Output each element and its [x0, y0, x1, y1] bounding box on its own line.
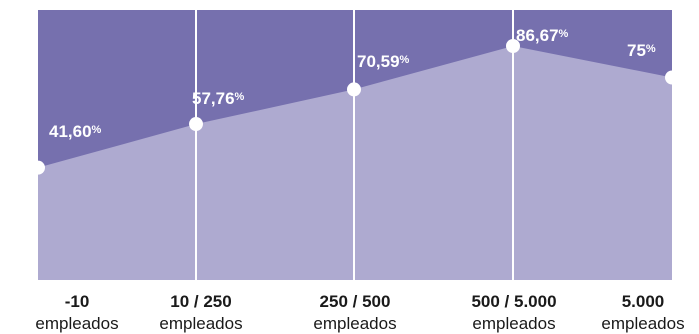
data-point-1 — [31, 160, 45, 175]
data-points — [31, 38, 679, 175]
x-axis-labels: -10 empleados 10 / 250 empleados 250 / 500 em… — [35, 292, 684, 333]
x-tick-sublabel-2: empleados — [159, 314, 242, 333]
x-tick-sublabel-4: empleados — [472, 314, 555, 333]
data-label-3: 70,59% — [357, 52, 410, 71]
data-point-3 — [347, 82, 361, 97]
data-label-5: 75% — [627, 41, 656, 60]
x-tick-label-3: 250 / 500 — [320, 292, 391, 311]
data-point-4 — [506, 38, 520, 53]
x-tick-label-2: 10 / 250 — [170, 292, 231, 311]
x-tick-label-5: 5.000 — [622, 292, 665, 311]
data-label-2: 57,76% — [192, 89, 245, 108]
data-label-4: 86,67% — [516, 26, 569, 45]
x-tick-label-4: 500 / 5.000 — [471, 292, 556, 311]
category-dividers — [195, 10, 514, 280]
x-tick-sublabel-1: empleados — [35, 314, 118, 333]
x-tick-sublabel-3: empleados — [313, 314, 396, 333]
data-label-1: 41,60% — [49, 122, 102, 141]
data-point-2 — [189, 117, 203, 132]
data-labels: 41,60% 57,76% 70,59% 86,67% 75% — [49, 26, 656, 141]
x-tick-label-1: -10 — [65, 292, 90, 311]
data-point-5 — [665, 70, 679, 85]
x-tick-sublabel-5: empleados — [601, 314, 684, 333]
